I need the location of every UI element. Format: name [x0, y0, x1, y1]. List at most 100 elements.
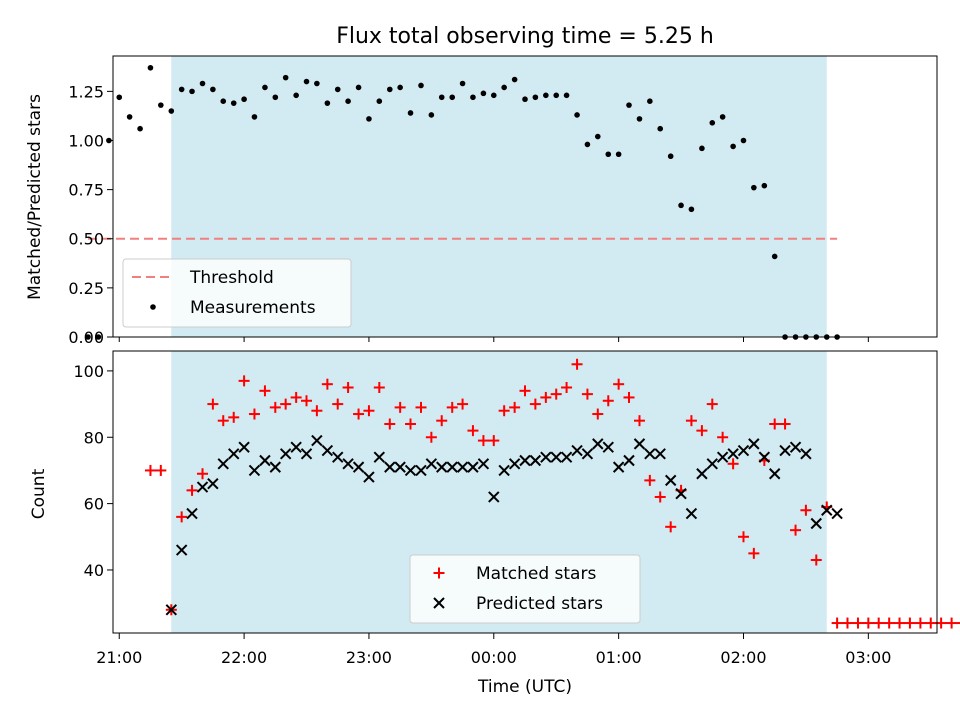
matched-star-point [914, 617, 926, 629]
top-y-ticks: 0.00 0.25 0.50 0.75 1.00 1.25 [68, 82, 113, 347]
predicted-star-point [207, 477, 219, 490]
measurement-point [678, 202, 684, 209]
measurement-point [158, 102, 164, 108]
measurement-point [345, 98, 351, 104]
predicted-star-point [800, 448, 812, 460]
marker-stroke [238, 441, 250, 453]
predicted-star-point [175, 544, 188, 556]
matched-star-point [623, 391, 635, 403]
top-legend: Threshold Measurements [122, 258, 352, 328]
measurement-point [137, 125, 143, 132]
marker-stroke [685, 507, 698, 520]
measurement-point [647, 98, 653, 104]
marker-stroke [456, 461, 469, 473]
x-tick-label: 21:00 [96, 648, 142, 667]
matched-star-point [488, 435, 500, 447]
matched-star-point [748, 547, 760, 559]
marker-stroke [433, 597, 445, 609]
measurement-point [386, 86, 393, 93]
matched-star-point [883, 617, 895, 629]
measurement-point [553, 92, 560, 99]
legend-matched-swatch [433, 567, 445, 579]
measurement-point [543, 92, 549, 99]
measurement-point [314, 80, 320, 87]
matched-star-point [321, 378, 333, 390]
predicted-star-point [259, 454, 271, 467]
matched-star-point [436, 415, 448, 427]
matched-star-point [946, 617, 958, 629]
matched-star-point [509, 401, 521, 413]
predicted-star-point [165, 604, 178, 616]
predicted-star-point [727, 448, 739, 460]
measurement-point [636, 116, 643, 122]
predicted-star-point [290, 441, 302, 453]
predicted-star-point [675, 487, 687, 500]
marker-stroke [654, 448, 666, 460]
y-tick-label: 40 [84, 561, 104, 580]
measurement-point [709, 120, 716, 126]
marker-stroke [279, 448, 292, 460]
marker-stroke [529, 454, 542, 467]
measurement-point [771, 253, 778, 260]
marker-stroke [290, 441, 302, 453]
y-tick-label: 1.25 [68, 82, 104, 101]
measurement-point [303, 78, 310, 85]
marker-stroke [207, 477, 219, 490]
marker-stroke [342, 458, 354, 470]
matched-star-point [581, 388, 593, 400]
matched-star-point [197, 468, 209, 480]
matched-star-point [841, 617, 853, 629]
marker-stroke [748, 438, 760, 450]
matched-star-point [737, 531, 749, 543]
marker-stroke [394, 461, 406, 473]
marker-stroke [821, 504, 833, 516]
predicted-star-point [415, 464, 427, 477]
marker-stroke [425, 458, 438, 470]
measurement-point [428, 112, 435, 118]
predicted-star-point [696, 468, 708, 480]
measurement-point [355, 84, 362, 91]
marker-stroke [488, 491, 500, 503]
matched-star-point [353, 408, 365, 420]
matched-star-point [779, 418, 791, 430]
measurement-point [126, 114, 133, 120]
predicted-star-point [248, 464, 261, 477]
matched-star-point [415, 401, 427, 413]
predicted-star-point [436, 461, 448, 473]
measurement-point [699, 145, 705, 152]
predicted-star-point [425, 458, 438, 470]
marker-stroke [644, 448, 656, 460]
marker-stroke [831, 507, 843, 520]
measurement-point [667, 153, 674, 160]
matched-star-point [373, 381, 385, 393]
marker-stroke [716, 451, 729, 463]
measurement-point [241, 96, 247, 103]
measurement-point [480, 90, 487, 97]
measurement-point [584, 141, 591, 148]
marker-stroke [706, 458, 718, 470]
predicted-star-point [477, 458, 490, 470]
matched-star-point [769, 418, 781, 430]
matched-star-point [831, 617, 843, 629]
predicted-star-point [300, 448, 313, 460]
matched-star-point [176, 511, 188, 523]
marker-stroke [727, 448, 739, 460]
matched-star-point [852, 617, 864, 629]
measurement-point [657, 125, 664, 132]
matched-star-point [446, 401, 458, 413]
marker-stroke [675, 487, 687, 500]
predicted-star-point [186, 507, 198, 520]
marker-stroke [540, 451, 552, 463]
marker-stroke [259, 454, 271, 467]
y-tick-label: 60 [84, 495, 104, 514]
matched-star-point [894, 617, 906, 629]
predicted-star-point [384, 461, 396, 473]
predicted-star-point [758, 451, 771, 463]
legend-measurements-swatch [150, 304, 156, 310]
predicted-star-point [644, 448, 656, 460]
measurement-point [199, 80, 206, 87]
matched-star-point [144, 464, 156, 476]
predicted-star-point [529, 454, 542, 467]
bottom-panel: 40 60 80 100 21:00 22:00 23:00 00:00 01:00 02:00… [29, 350, 960, 697]
